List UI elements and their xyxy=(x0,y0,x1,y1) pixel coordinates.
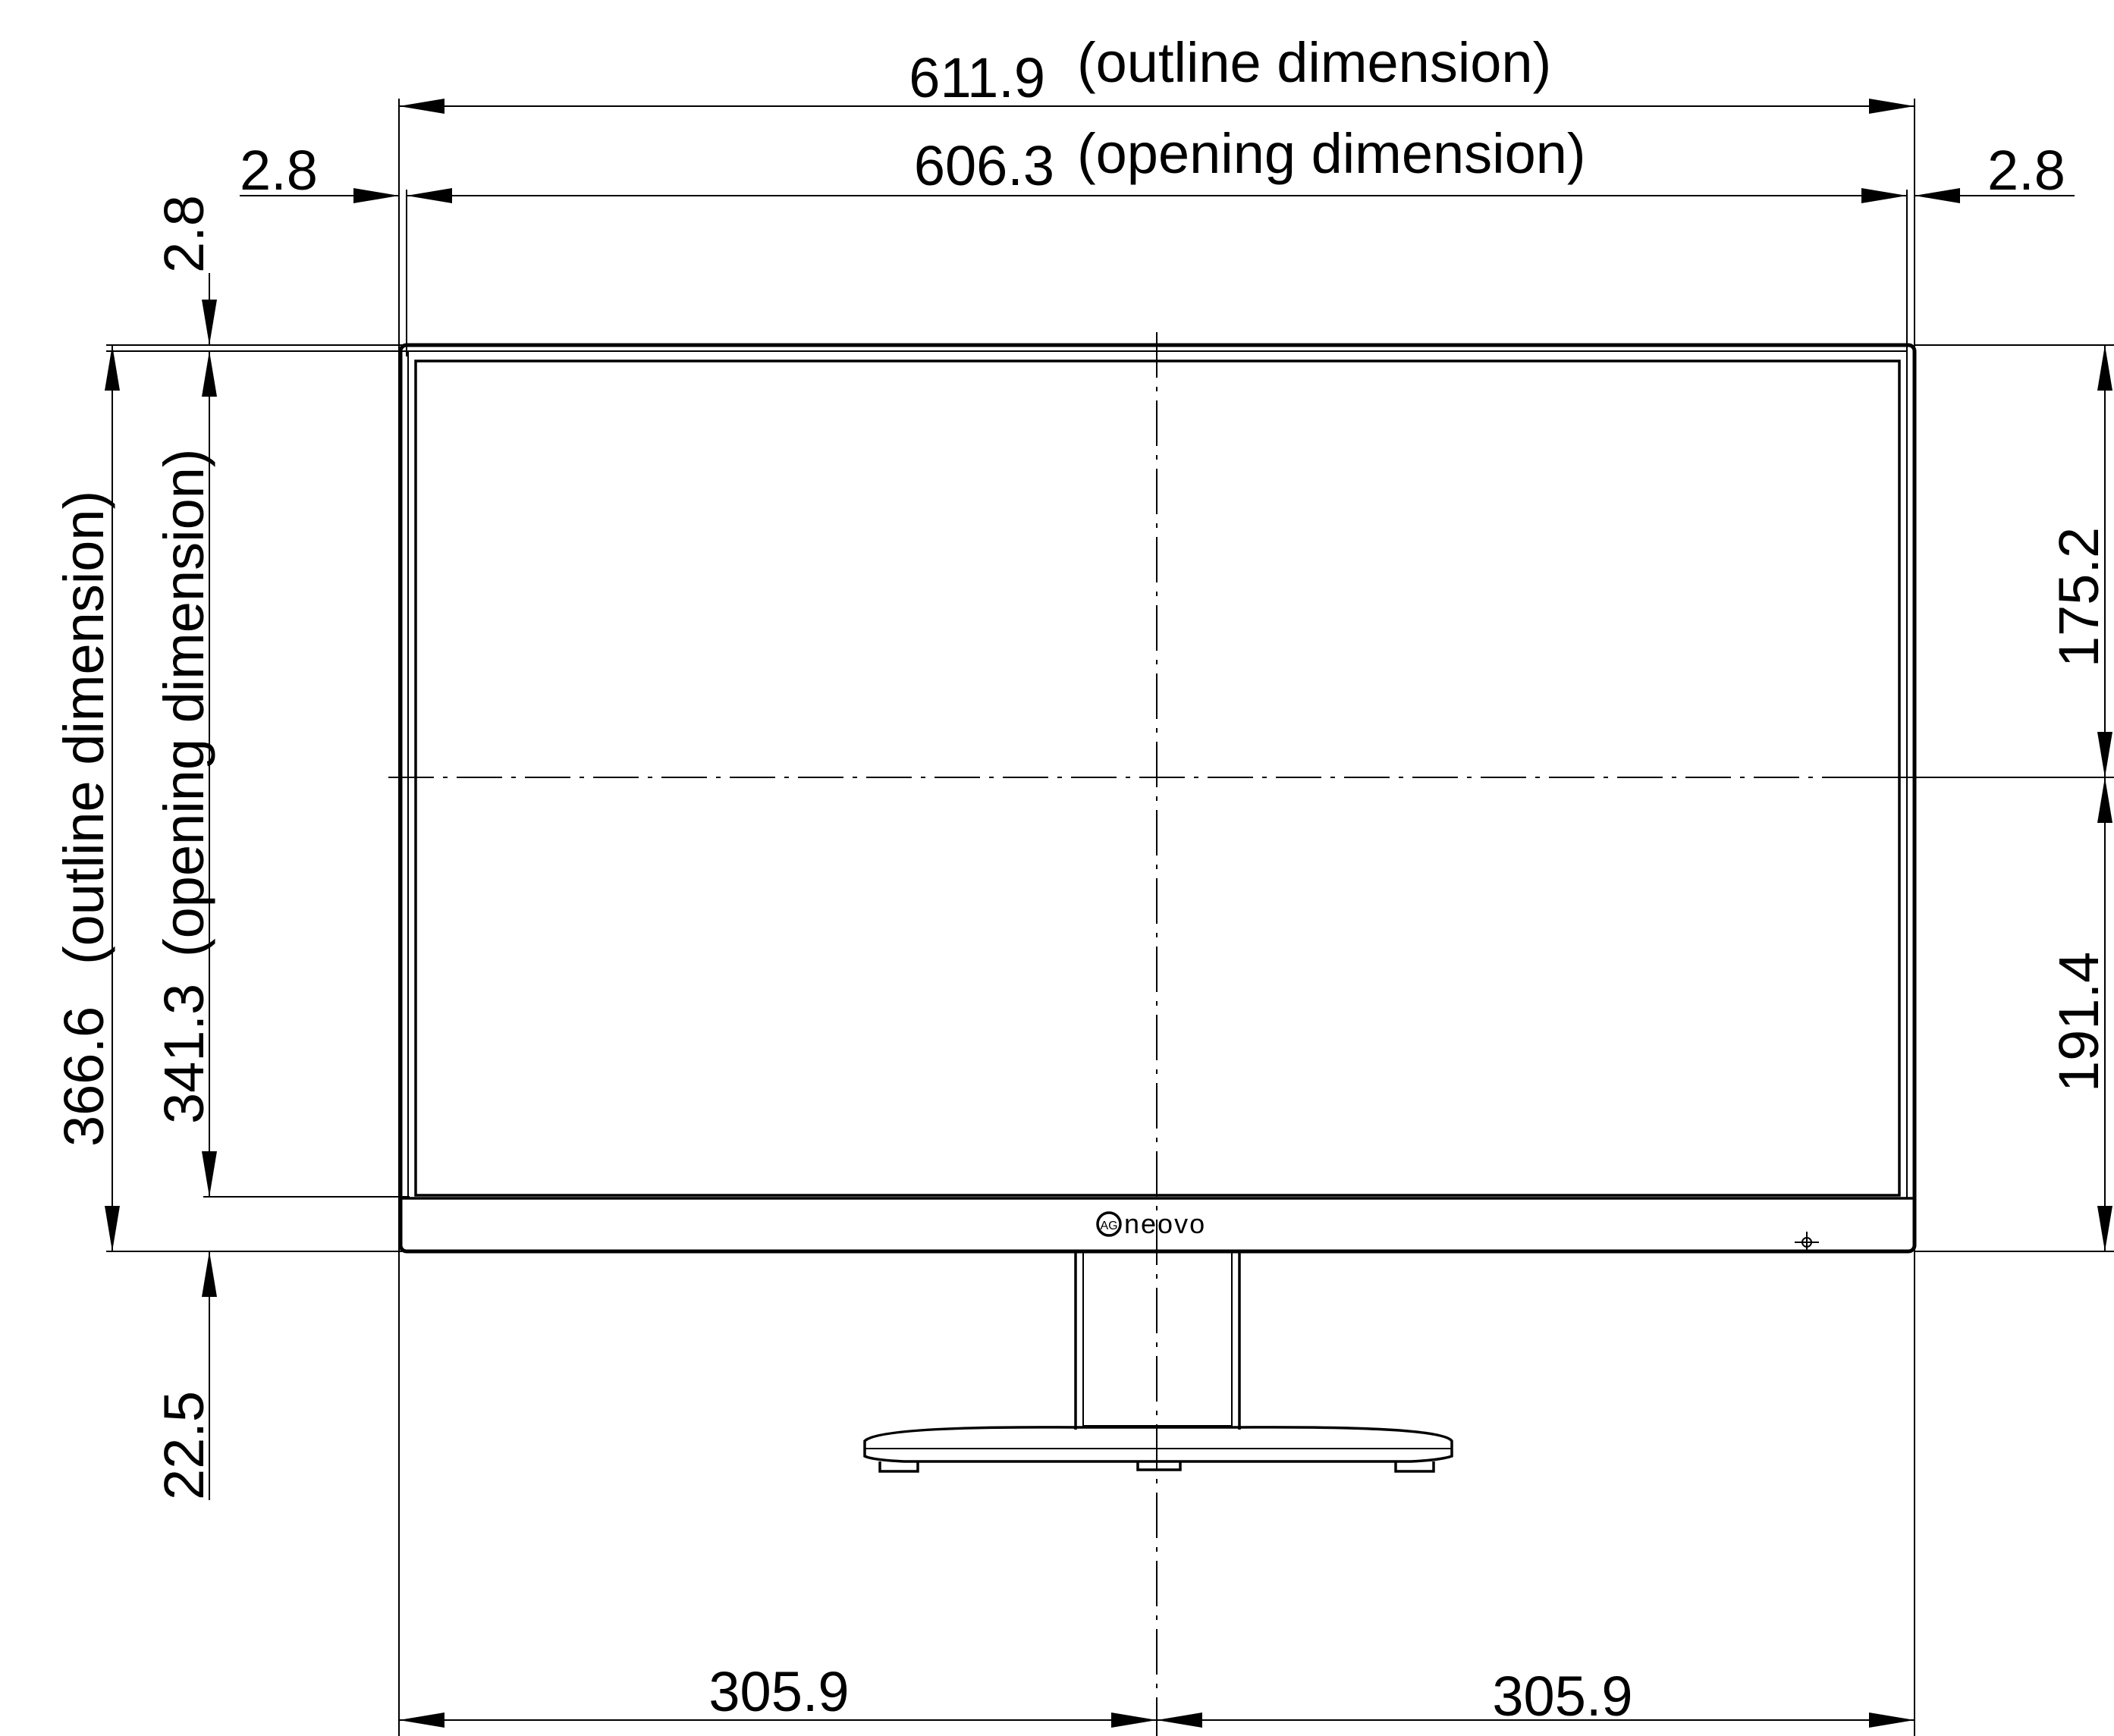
half-width-left-value: 305.9 xyxy=(708,1660,849,1723)
stand xyxy=(863,1251,1453,1473)
power-led-icon xyxy=(1795,1232,1819,1253)
brand-logo: AG neovo xyxy=(1096,1208,1206,1239)
opening-width-note: (opening dimension) xyxy=(1077,122,1586,185)
opening-height-value: 341.3 xyxy=(152,984,215,1124)
outline-width-value: 611.9 xyxy=(909,46,1045,109)
outline-height-note: (outline dimension) xyxy=(52,491,115,965)
logo-brand: neovo xyxy=(1124,1208,1206,1239)
bezel-left-value: 2.8 xyxy=(240,139,318,202)
bottom-bezel-value: 22.5 xyxy=(152,1391,215,1500)
outline-width-note: (outline dimension) xyxy=(1077,31,1551,94)
outline-height-value: 366.6 xyxy=(52,1006,115,1147)
dimension-labels: 611.9 (outline dimension) 606.3 (opening… xyxy=(52,31,2110,1728)
extension-lines xyxy=(106,99,2114,1736)
opening-height-note: (opening dimension) xyxy=(152,448,215,957)
stand-base xyxy=(863,1426,1453,1463)
bezel-right-value: 2.8 xyxy=(1987,139,2065,202)
lower-height-value: 191.4 xyxy=(2047,952,2110,1092)
dimension-lines xyxy=(105,99,2112,1728)
logo-mark-icon xyxy=(1096,1211,1122,1237)
upper-height-value: 175.2 xyxy=(2047,527,2110,667)
opening-width-value: 606.3 xyxy=(914,134,1054,197)
stand-neck xyxy=(1074,1251,1241,1430)
bezel-top-value: 2.8 xyxy=(152,195,215,273)
half-width-right-value: 305.9 xyxy=(1492,1665,1632,1728)
logo-mark: AG xyxy=(1100,1220,1117,1232)
stand-feet xyxy=(878,1461,1435,1473)
